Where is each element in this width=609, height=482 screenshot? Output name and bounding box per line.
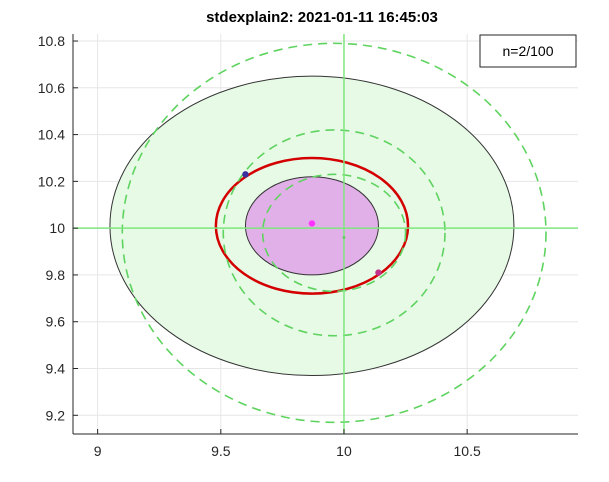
y-tick-label: 9.6 bbox=[46, 314, 66, 330]
ellipse-red-contour bbox=[214, 156, 410, 295]
y-tick-label: 10.2 bbox=[38, 173, 65, 189]
plot-content bbox=[73, 34, 578, 434]
y-tick-label: 9.2 bbox=[46, 407, 66, 423]
y-tick-label: 9.4 bbox=[46, 361, 66, 377]
data-point bbox=[375, 269, 382, 276]
y-tick-label: 9.8 bbox=[46, 267, 66, 283]
y-tick-label: 10 bbox=[49, 220, 65, 236]
x-tick-label: 10 bbox=[336, 443, 352, 459]
y-tick-label: 10.8 bbox=[38, 33, 65, 49]
x-tick-label: 10.5 bbox=[454, 443, 481, 459]
y-tick-label: 10.4 bbox=[38, 127, 65, 143]
legend-box bbox=[479, 34, 577, 68]
ellipse-dashed-medium bbox=[222, 129, 446, 337]
data-point bbox=[342, 236, 346, 240]
legend: n=2/100 bbox=[479, 34, 577, 68]
plot-area: 9 9.5 10 10.5 9.2 9.4 9.6 9.8 10 10.2 10.4 10.6 10.8… bbox=[38, 33, 578, 459]
y-tick-label: 10.6 bbox=[38, 80, 65, 96]
data-point bbox=[242, 171, 249, 178]
legend-label: n=2/100 bbox=[503, 43, 554, 59]
ellipse-dashed-large bbox=[121, 42, 547, 424]
data-point bbox=[308, 220, 316, 227]
x-tick-label: 9 bbox=[94, 443, 102, 459]
x-tick-label: 9.5 bbox=[211, 443, 231, 459]
ellipse-dashed-small bbox=[261, 173, 407, 293]
chart-title: stdexplain2: 2021-01-11 16:45:03 bbox=[206, 9, 438, 26]
